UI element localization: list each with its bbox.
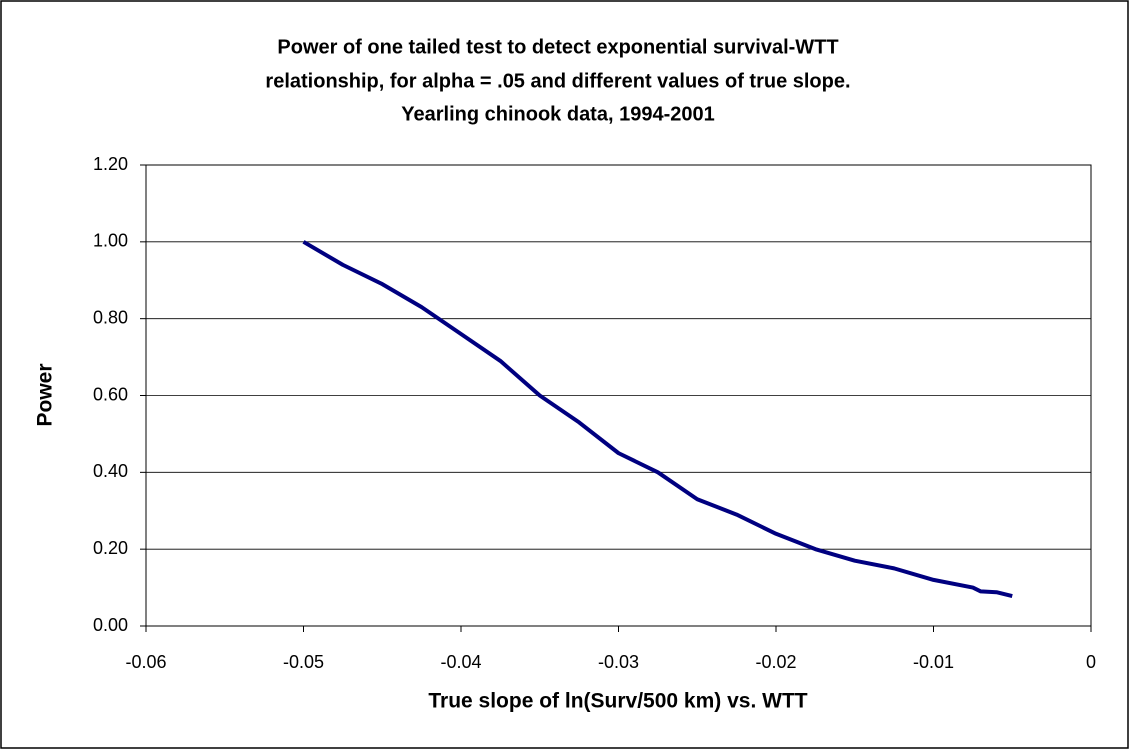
chart-title: Power of one tailed test to detect expon… xyxy=(277,36,838,58)
y-tick-label: 0.00 xyxy=(93,615,128,635)
line-series xyxy=(302,240,1013,598)
x-tick-label: -0.05 xyxy=(283,652,324,672)
x-tick-label: -0.03 xyxy=(598,652,639,672)
y-tick-label: 1.00 xyxy=(93,231,128,251)
y-axis-label: Power xyxy=(34,363,57,426)
y-tick-label: 0.20 xyxy=(93,538,128,558)
x-tick-label: 0 xyxy=(1086,652,1096,672)
y-tick-label: 0.80 xyxy=(93,307,128,327)
x-tick-label: -0.01 xyxy=(913,652,954,672)
y-tick-label: 1.20 xyxy=(93,154,128,174)
y-tick-label: 0.60 xyxy=(93,384,128,404)
x-tick-label: -0.02 xyxy=(755,652,796,672)
plot-frame xyxy=(145,164,1092,627)
x-tick-label: -0.04 xyxy=(440,652,481,672)
y-tick-label: 0.40 xyxy=(93,461,128,481)
chart-title: Yearling chinook data, 1994-2001 xyxy=(401,103,714,125)
chart-title: relationship, for alpha = .05 and differ… xyxy=(265,70,850,92)
x-tick-label: -0.06 xyxy=(125,652,166,672)
x-axis-label: True slope of ln(Surv/500 km) vs. WTT xyxy=(428,690,807,713)
